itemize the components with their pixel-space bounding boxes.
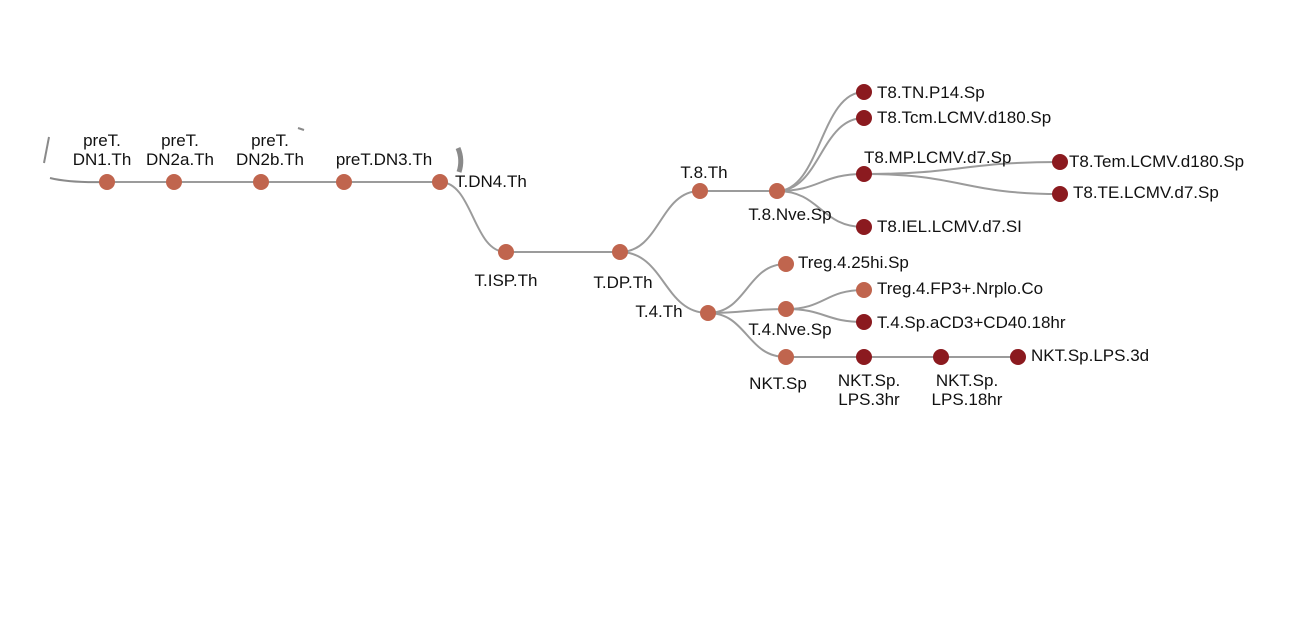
label-nkt3h-line-1: NKT.Sp. <box>838 371 900 390</box>
label-nkt18h-line-1: NKT.Sp. <box>936 371 998 390</box>
label-tnp14: T8.TN.P14.Sp <box>877 83 985 102</box>
label-treg25-line-1: Treg.4.25hi.Sp <box>798 253 909 272</box>
label-dp-line-1: T.DP.Th <box>593 273 652 292</box>
label-dn2b-line-2: DN2b.Th <box>236 150 304 169</box>
label-dn2a-line-2: DN2a.Th <box>146 150 214 169</box>
label-tem: T8.Tem.LCMV.d180.Sp <box>1069 152 1244 171</box>
edge-mp-te <box>863 173 1061 195</box>
node-treg25[interactable] <box>778 256 794 272</box>
label-dn1-line-2: DN1.Th <box>73 150 132 169</box>
label-dn4: T.DN4.Th <box>455 172 527 191</box>
edge-t8nve-mp <box>776 173 865 192</box>
node-isp[interactable] <box>498 244 514 260</box>
edge-t8nve-tcm <box>776 117 865 192</box>
label-tcm-line-1: T8.Tcm.LCMV.d180.Sp <box>877 108 1051 127</box>
edge-t4-nkt <box>707 312 787 358</box>
label-t4cd3: T.4.Sp.aCD3+CD40.18hr <box>877 313 1066 332</box>
label-dn3-line-1: preT.DN3.Th <box>336 150 432 169</box>
node-nkt3d[interactable] <box>1010 349 1026 365</box>
label-dn2b-line-1: preT. <box>251 131 289 150</box>
node-tcm[interactable] <box>856 110 872 126</box>
label-te: T8.TE.LCMV.d7.Sp <box>1073 183 1219 202</box>
label-nkt18h: NKT.Sp. LPS.18hr <box>932 371 1003 409</box>
label-iel-line-1: T8.IEL.LCMV.d7.SI <box>877 217 1022 236</box>
label-nkt3d: NKT.Sp.LPS.3d <box>1031 346 1149 365</box>
node-dp[interactable] <box>612 244 628 260</box>
edge-dp-t8 <box>619 190 701 253</box>
crop-edge-mark-left <box>43 136 50 164</box>
label-t4nve: T.4.Nve.Sp <box>748 320 831 339</box>
node-t4cd3[interactable] <box>856 314 872 330</box>
node-nkt[interactable] <box>778 349 794 365</box>
label-t8nve: T.8.Nve.Sp <box>748 205 831 224</box>
label-tcm: T8.Tcm.LCMV.d180.Sp <box>877 108 1051 127</box>
label-dn2b: preT. DN2b.Th <box>236 131 304 169</box>
edge-t4-treg25 <box>707 263 787 314</box>
label-mp: T8.MP.LCMV.d7.Sp <box>864 148 1011 167</box>
node-tregfp[interactable] <box>856 282 872 298</box>
label-nkt3d-line-1: NKT.Sp.LPS.3d <box>1031 346 1149 365</box>
node-t8[interactable] <box>692 183 708 199</box>
edge-t4nve-t4cd3 <box>785 308 865 323</box>
label-nkt: NKT.Sp <box>749 374 807 393</box>
node-t8nve[interactable] <box>769 183 785 199</box>
node-nkt3h[interactable] <box>856 349 872 365</box>
node-dn4[interactable] <box>432 174 448 190</box>
edge-dn4-isp <box>439 181 507 253</box>
label-dp: T.DP.Th <box>593 273 652 292</box>
label-isp: T.ISP.Th <box>475 271 538 290</box>
node-nkt18h[interactable] <box>933 349 949 365</box>
edge-mp-tem <box>863 161 1061 175</box>
label-treg25: Treg.4.25hi.Sp <box>798 253 909 272</box>
edge-t8nve-tnp14 <box>776 91 865 192</box>
label-dn1: preT. DN1.Th <box>73 131 132 169</box>
label-dn3: preT.DN3.Th <box>336 150 432 169</box>
label-t4: T.4.Th <box>635 302 682 321</box>
edges-layer <box>107 91 1061 359</box>
label-tem-line-1: T8.Tem.LCMV.d180.Sp <box>1069 152 1244 171</box>
node-dn2a[interactable] <box>166 174 182 190</box>
node-t4[interactable] <box>700 305 716 321</box>
label-nkt3h: NKT.Sp. LPS.3hr <box>838 371 900 409</box>
node-tnp14[interactable] <box>856 84 872 100</box>
label-t8: T.8.Th <box>680 163 727 182</box>
node-t4nve[interactable] <box>778 301 794 317</box>
crop-edge-mark-tick <box>297 127 305 131</box>
label-tregfp-line-1: Treg.4.FP3+.Nrplo.Co <box>877 279 1043 298</box>
node-dn3[interactable] <box>336 174 352 190</box>
label-mp-line-1: T8.MP.LCMV.d7.Sp <box>864 148 1011 167</box>
label-dn1-line-1: preT. <box>83 131 121 150</box>
incoming-edge-stub <box>49 177 108 184</box>
label-t4cd3-line-1: T.4.Sp.aCD3+CD40.18hr <box>877 313 1066 332</box>
nodes-layer <box>99 84 1068 365</box>
label-dn2a-line-1: preT. <box>161 131 199 150</box>
node-iel[interactable] <box>856 219 872 235</box>
node-mp[interactable] <box>856 166 872 182</box>
label-tregfp: Treg.4.FP3+.Nrplo.Co <box>877 279 1043 298</box>
label-dn2a: preT. DN2a.Th <box>146 131 214 169</box>
edge-t8nve-iel <box>776 190 865 228</box>
edge-t4-t4nve <box>707 308 787 314</box>
label-nkt-line-1: NKT.Sp <box>749 374 807 393</box>
label-te-line-1: T8.TE.LCMV.d7.Sp <box>1073 183 1219 202</box>
label-iel: T8.IEL.LCMV.d7.SI <box>877 217 1022 236</box>
node-dn2b[interactable] <box>253 174 269 190</box>
edge-dp-t4 <box>619 251 709 314</box>
edge-t4nve-tregfp <box>785 289 865 310</box>
label-tnp14-line-1: T8.TN.P14.Sp <box>877 83 985 102</box>
node-te[interactable] <box>1052 186 1068 202</box>
label-nkt18h-line-2: LPS.18hr <box>932 390 1003 409</box>
crop-edge-mark-arc <box>455 147 464 173</box>
node-tem[interactable] <box>1052 154 1068 170</box>
label-isp-line-1: T.ISP.Th <box>475 271 538 290</box>
label-t8-line-1: T.8.Th <box>680 163 727 182</box>
label-t4-line-1: T.4.Th <box>635 302 682 321</box>
label-t8nve-line-1: T.8.Nve.Sp <box>748 205 831 224</box>
label-dn4-line-1: T.DN4.Th <box>455 172 527 191</box>
node-dn1[interactable] <box>99 174 115 190</box>
label-t4nve-line-1: T.4.Nve.Sp <box>748 320 831 339</box>
label-nkt3h-line-2: LPS.3hr <box>838 390 900 409</box>
